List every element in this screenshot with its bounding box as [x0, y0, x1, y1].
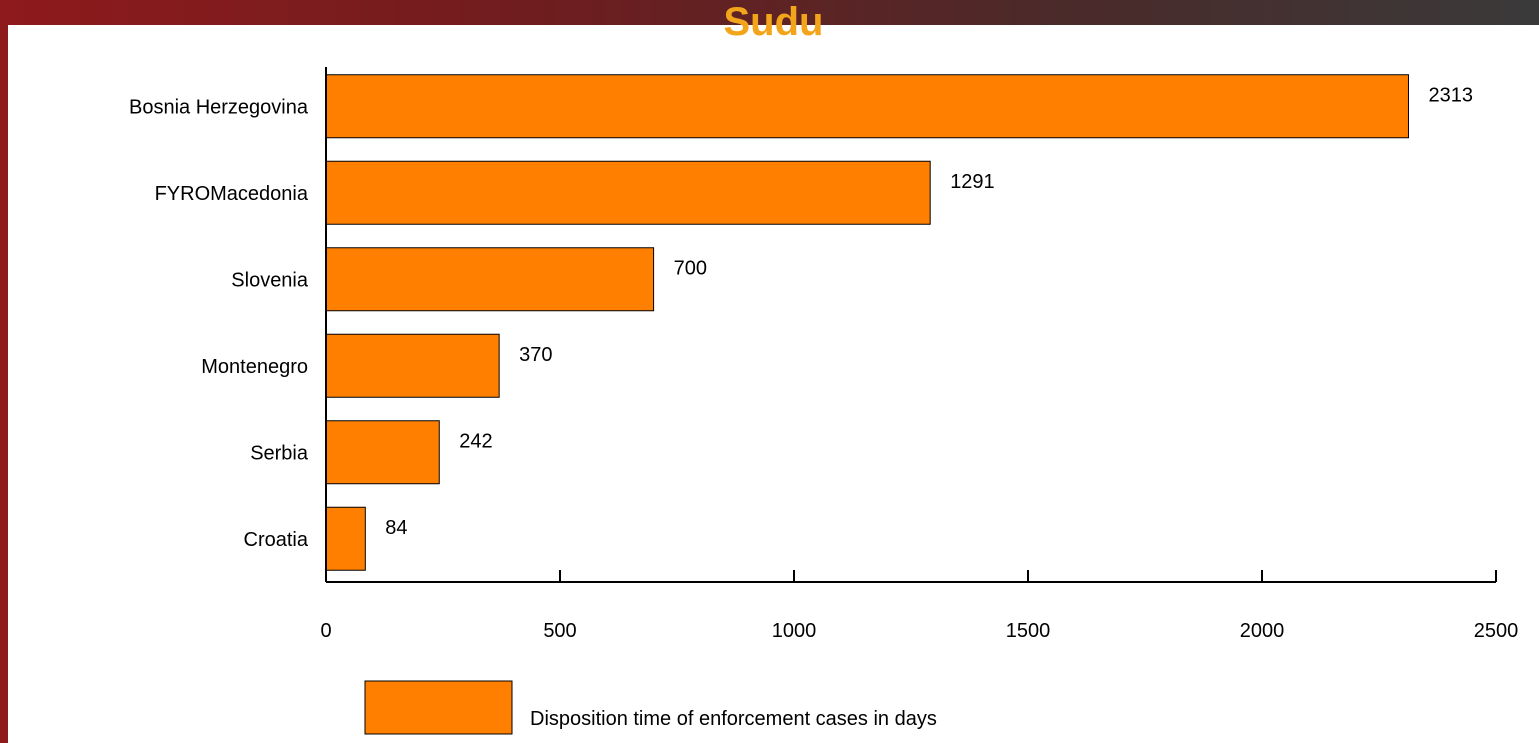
category-label: Bosnia Herzegovina	[129, 96, 309, 118]
bar	[325, 506, 366, 571]
data-label: 370	[519, 344, 552, 366]
x-tick-label: 0	[320, 620, 331, 642]
category-label: Serbia	[250, 442, 309, 464]
category-label: FYROMacedonia	[155, 183, 309, 205]
data-label: 1291	[950, 171, 995, 193]
data-label: 242	[459, 430, 492, 452]
bar	[325, 247, 655, 312]
bar	[325, 74, 1409, 139]
x-tick-label: 2000	[1240, 620, 1285, 642]
x-tick-label: 1000	[772, 620, 817, 642]
bar-chart: Bosnia Herzegovina 2313 FYROMacedonia 1291 S…	[129, 67, 1519, 735]
x-tick-label: 2500	[1474, 620, 1519, 642]
data-label: 2313	[1428, 84, 1473, 106]
x-tick-label: 1500	[1006, 620, 1051, 642]
data-label: 700	[674, 257, 707, 279]
slide-title: Sudu	[723, 0, 824, 44]
bar	[325, 160, 931, 225]
x-tick-label: 500	[543, 620, 576, 642]
category-label: Montenegro	[201, 356, 308, 378]
category-label: Slovenia	[231, 269, 309, 291]
category-label: Croatia	[244, 529, 309, 551]
bar	[325, 420, 440, 485]
legend-label: Disposition time of enforcement cases in…	[530, 708, 937, 730]
chart-panel: Sudu Bosnia Herzegovina 2313 FYROMacedonia…	[8, 2, 1539, 743]
bar	[325, 333, 500, 398]
legend-swatch	[364, 680, 513, 735]
data-label: 84	[385, 517, 407, 539]
